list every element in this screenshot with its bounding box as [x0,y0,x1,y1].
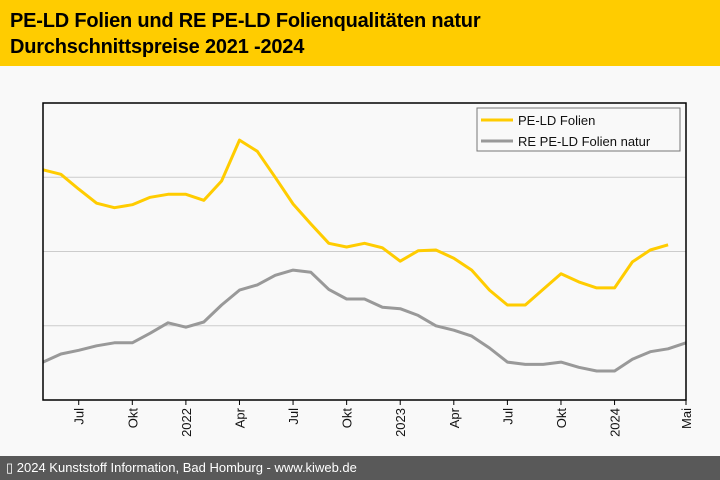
x-axis-ticks: Jul Okt 2022 Apr Jul Okt 2023 Apr Jul Okt 2024 Mai [72,400,694,437]
footer-bar: ▯ 2024 Kunststoff Information, Bad Hombu… [0,456,720,480]
x-tick-label-3: Apr [232,407,247,428]
line-chart: Jul Okt 2022 Apr Jul Okt 2023 Apr Jul Okt 2024 Mai … [42,102,694,437]
series-line-re-pe-ld-folien-natur [42,268,687,373]
x-tick-label-6: 2023 [393,408,408,437]
x-tick-label-2: 2022 [179,408,194,437]
x-tick-label-1: Okt [125,408,140,429]
legend-label-re-pe-ld: RE PE-LD Folien natur [518,134,651,149]
gridlines [43,176,686,327]
chart-title-line1: PE-LD Folien und RE PE-LD Folienqualität… [10,10,481,32]
x-tick-label-5: Okt [340,408,355,429]
legend: PE-LD Folien RE PE-LD Folien natur [476,107,681,152]
x-tick-label-10: 2024 [608,408,623,437]
legend-box [476,107,681,152]
header-banner: PE-LD Folien und RE PE-LD Folienqualität… [0,0,720,66]
chart-title-line2: Durchschnittspreise 2021 -2024 [10,36,305,58]
copyright-text: ▯ 2024 Kunststoff Information, Bad Hombu… [6,460,357,475]
x-tick-label-4: Jul [286,408,301,425]
x-tick-label-11: Mai [679,408,694,429]
x-tick-label-8: Jul [500,408,515,425]
series-lines [42,138,687,373]
x-tick-label-7: Apr [447,407,462,428]
plot-frame [42,102,687,401]
x-tick-label-0: Jul [72,408,87,425]
x-tick-label-9: Okt [554,408,569,429]
legend-label-pe-ld: PE-LD Folien [518,113,595,128]
series-line-pe-ld-folien [42,138,669,307]
